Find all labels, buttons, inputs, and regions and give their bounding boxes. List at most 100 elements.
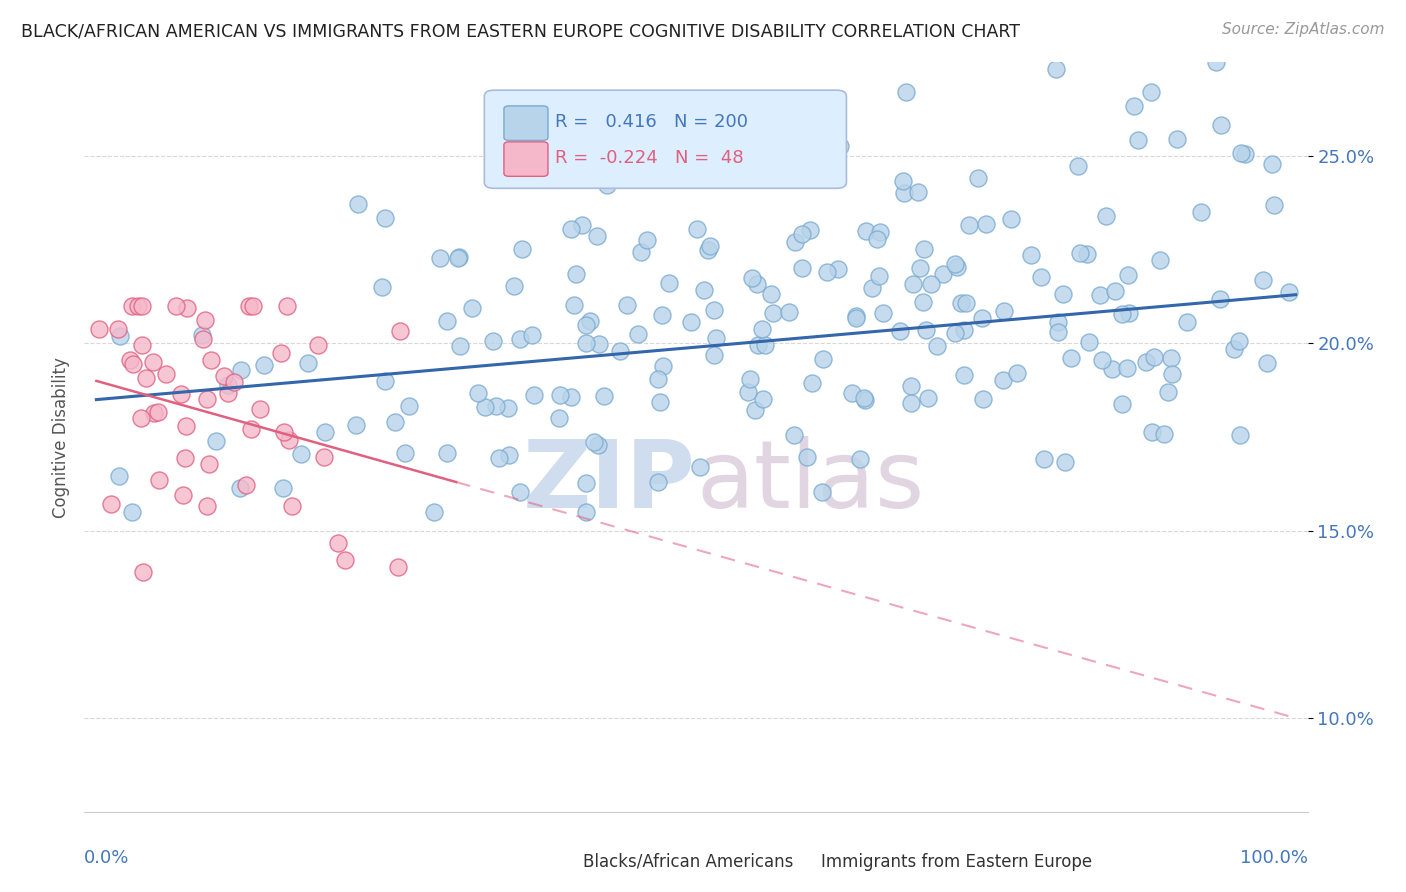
Point	[1261, 157, 1284, 171]
Point	[891, 174, 914, 188]
Point	[761, 306, 783, 320]
Point	[271, 482, 294, 496]
Point	[142, 355, 165, 369]
Point	[195, 392, 218, 407]
Point	[752, 392, 775, 406]
Point	[205, 434, 228, 449]
Text: Blacks/African Americans: Blacks/African Americans	[583, 853, 794, 871]
Point	[1091, 353, 1114, 368]
Point	[1116, 360, 1139, 375]
Point	[1251, 273, 1274, 287]
Point	[1140, 425, 1163, 440]
Point	[974, 217, 997, 231]
Point	[1256, 356, 1278, 370]
Point	[853, 391, 876, 405]
Point	[108, 468, 131, 483]
Point	[509, 332, 531, 346]
Text: BLACK/AFRICAN AMERICAN VS IMMIGRANTS FROM EASTERN EUROPE COGNITIVE DISABILITY CO: BLACK/AFRICAN AMERICAN VS IMMIGRANTS FRO…	[21, 22, 1021, 40]
Point	[801, 376, 824, 390]
Point	[1053, 455, 1076, 469]
Point	[741, 271, 763, 285]
Point	[900, 378, 922, 392]
Point	[132, 565, 155, 579]
Point	[270, 346, 292, 360]
Point	[785, 235, 807, 249]
Point	[766, 165, 789, 179]
Point	[845, 309, 868, 323]
Point	[231, 363, 253, 377]
Point	[1234, 147, 1257, 161]
Point	[423, 505, 446, 519]
Point	[950, 296, 973, 310]
Point	[1227, 334, 1250, 349]
Point	[957, 218, 980, 232]
Point	[384, 415, 406, 429]
Point	[1223, 342, 1246, 356]
Point	[647, 372, 669, 386]
Point	[751, 322, 773, 336]
Point	[142, 406, 165, 420]
Point	[1104, 285, 1126, 299]
FancyBboxPatch shape	[503, 142, 548, 177]
Point	[121, 505, 143, 519]
Point	[174, 419, 197, 434]
Point	[1045, 62, 1067, 77]
Point	[374, 211, 396, 226]
Point	[849, 452, 872, 467]
Point	[129, 411, 152, 425]
Point	[503, 279, 526, 293]
Point	[796, 450, 818, 464]
Point	[894, 85, 917, 99]
FancyBboxPatch shape	[484, 90, 846, 188]
Point	[1230, 145, 1253, 160]
Point	[253, 359, 276, 373]
FancyBboxPatch shape	[785, 850, 818, 874]
Text: Source: ZipAtlas.com: Source: ZipAtlas.com	[1222, 22, 1385, 37]
Point	[290, 447, 312, 461]
Point	[946, 260, 969, 274]
Point	[277, 434, 299, 448]
Point	[1069, 246, 1091, 260]
Point	[520, 328, 543, 343]
Point	[273, 425, 295, 440]
Point	[647, 475, 669, 490]
Point	[242, 299, 264, 313]
Point	[1205, 55, 1227, 70]
Point	[616, 298, 638, 312]
Point	[1157, 385, 1180, 400]
Point	[575, 505, 598, 519]
Point	[548, 410, 571, 425]
Point	[845, 310, 868, 325]
Point	[155, 367, 177, 381]
Point	[679, 315, 702, 329]
Point	[907, 185, 929, 199]
Text: R =  -0.224   N =  48: R = -0.224 N = 48	[555, 149, 744, 167]
Text: 100.0%: 100.0%	[1240, 849, 1308, 867]
Point	[146, 405, 169, 419]
Point	[596, 178, 619, 193]
Point	[1060, 351, 1083, 365]
Point	[1047, 325, 1070, 339]
Point	[761, 287, 783, 301]
Point	[609, 344, 631, 359]
Point	[636, 233, 658, 247]
Point	[920, 277, 942, 291]
Point	[866, 232, 889, 246]
Point	[131, 299, 153, 313]
Point	[699, 239, 721, 253]
Point	[585, 229, 607, 244]
Text: atlas: atlas	[696, 436, 924, 528]
Point	[1135, 354, 1157, 368]
Point	[222, 376, 245, 390]
Point	[347, 196, 370, 211]
Point	[790, 260, 813, 275]
Point	[799, 222, 821, 236]
Point	[652, 359, 675, 373]
Point	[689, 459, 711, 474]
Point	[398, 399, 420, 413]
Point	[1033, 452, 1056, 467]
Point	[651, 308, 673, 322]
Point	[925, 339, 948, 353]
Point	[135, 371, 157, 385]
Point	[447, 252, 470, 266]
